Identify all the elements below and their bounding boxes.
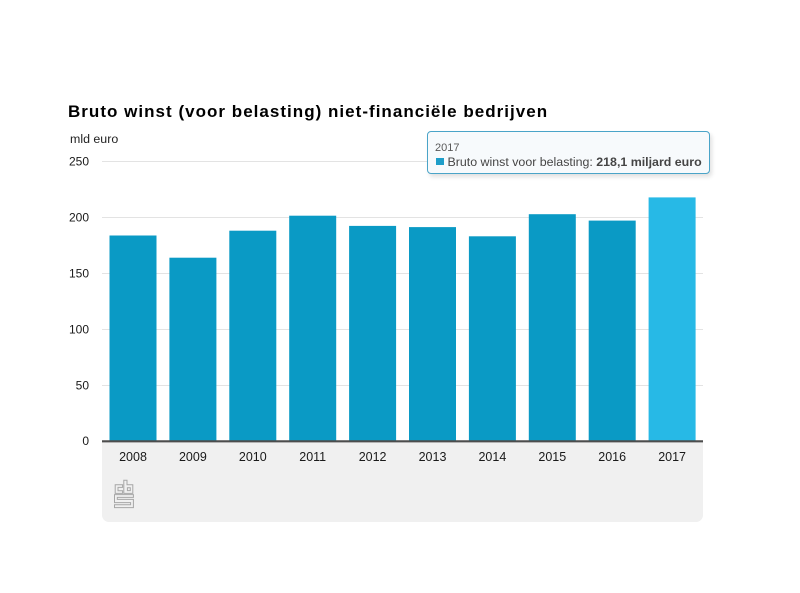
svg-text:50: 50	[76, 379, 90, 393]
svg-text:200: 200	[69, 211, 89, 225]
svg-text:2013: 2013	[419, 450, 447, 464]
svg-text:2012: 2012	[359, 450, 387, 464]
svg-text:2011: 2011	[299, 450, 326, 464]
svg-text:2016: 2016	[598, 450, 626, 464]
svg-text:2014: 2014	[478, 450, 506, 464]
svg-text:2010: 2010	[239, 450, 267, 464]
svg-text:250: 250	[69, 155, 89, 169]
svg-text:0: 0	[82, 434, 89, 448]
svg-text:2017: 2017	[658, 450, 686, 464]
svg-text:2015: 2015	[538, 450, 566, 464]
svg-text:2008: 2008	[119, 450, 147, 464]
svg-text:150: 150	[69, 267, 89, 281]
svg-text:100: 100	[69, 323, 89, 337]
svg-text:2009: 2009	[179, 450, 207, 464]
